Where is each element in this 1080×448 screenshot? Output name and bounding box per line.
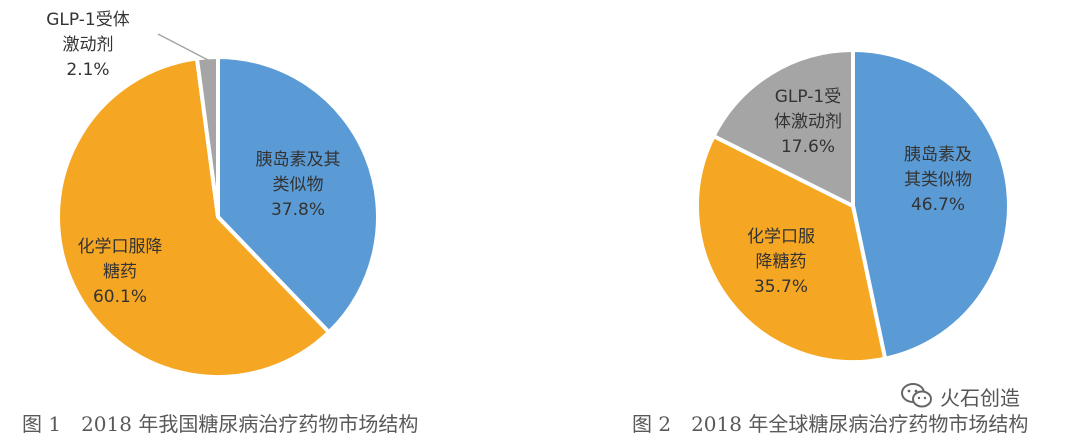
pie-slice-2-1 <box>851 48 1011 361</box>
slice-label-line-2-1-2: 其类似物 <box>904 170 972 190</box>
slice-label-1-2: 化学口服降糖药 60.1% <box>78 237 163 307</box>
watermark: 火石创造 <box>900 380 1020 412</box>
slice-label-line-1-2-2: 糖药 <box>103 262 137 282</box>
slice-label-line-2-3-2: 体激动剂 <box>774 112 842 132</box>
slice-label-line-2-2-3: 35.7% <box>754 277 808 297</box>
slice-label-line-1-3-3: 2.1% <box>66 60 109 80</box>
chart-title-global: 图 2 2018 年全球糖尿病治疗药物市场结构 <box>632 412 1029 436</box>
slice-label-line-2-2-2: 降糖药 <box>756 252 807 272</box>
pie-slice-1-1 <box>216 55 380 335</box>
chart-title-china: 图 1 2018 年我国糖尿病治疗药物市场结构 <box>22 412 419 436</box>
slice-label-2-1: 胰岛素及其类似物 46.7% <box>904 145 972 215</box>
slice-label-line-2-1-3: 46.7% <box>911 195 965 215</box>
pie-chart-china: 胰岛素及其类似物 37.8% 化学口服降糖药 60.1% GLP-1受体激动剂 2.1% <box>46 10 380 379</box>
watermark-text: 火石创造 <box>940 385 1020 410</box>
slice-label-line-2-3-3: 17.6% <box>781 137 835 157</box>
pie-slice-1-3 <box>194 55 220 219</box>
slice-label-line-1-2-3: 60.1% <box>93 287 147 307</box>
pie-slice-1-2 <box>56 56 331 379</box>
pie-slice-2-3 <box>711 48 855 208</box>
slice-label-line-1-2-1: 化学口服降 <box>78 237 163 257</box>
slice-label-line-2-1-1: 胰岛素及 <box>904 145 972 165</box>
leader-line-1-3 <box>157 33 209 61</box>
slice-label-line-1-1-3: 37.8% <box>271 200 325 220</box>
slice-label-line-2-2-1: 化学口服 <box>747 227 815 247</box>
slice-label-2-2: 化学口服降糖药 35.7% <box>747 227 815 297</box>
slice-label-1-1: 胰岛素及其类似物 37.8% <box>256 150 341 220</box>
slice-label-line-1-1-1: 胰岛素及其 <box>256 150 341 170</box>
wechat-icon <box>901 383 932 408</box>
slice-label-line-2-3-1: GLP-1受 <box>775 87 841 107</box>
slice-label-line-1-3-1: GLP-1受体 <box>46 10 129 30</box>
slice-label-2-3: GLP-1受体激动剂 17.6% <box>774 87 842 157</box>
slice-label-line-1-3-2: 激动剂 <box>63 35 114 55</box>
slice-label-1-3: GLP-1受体激动剂 2.1% <box>46 10 129 80</box>
pie-chart-global: 胰岛素及其类似物 46.7% 化学口服降糖药 35.7% GLP-1受体激动剂 17.6% <box>695 48 1011 364</box>
pie-slice-2-2 <box>695 134 888 364</box>
slice-label-line-1-1-2: 类似物 <box>273 175 324 195</box>
